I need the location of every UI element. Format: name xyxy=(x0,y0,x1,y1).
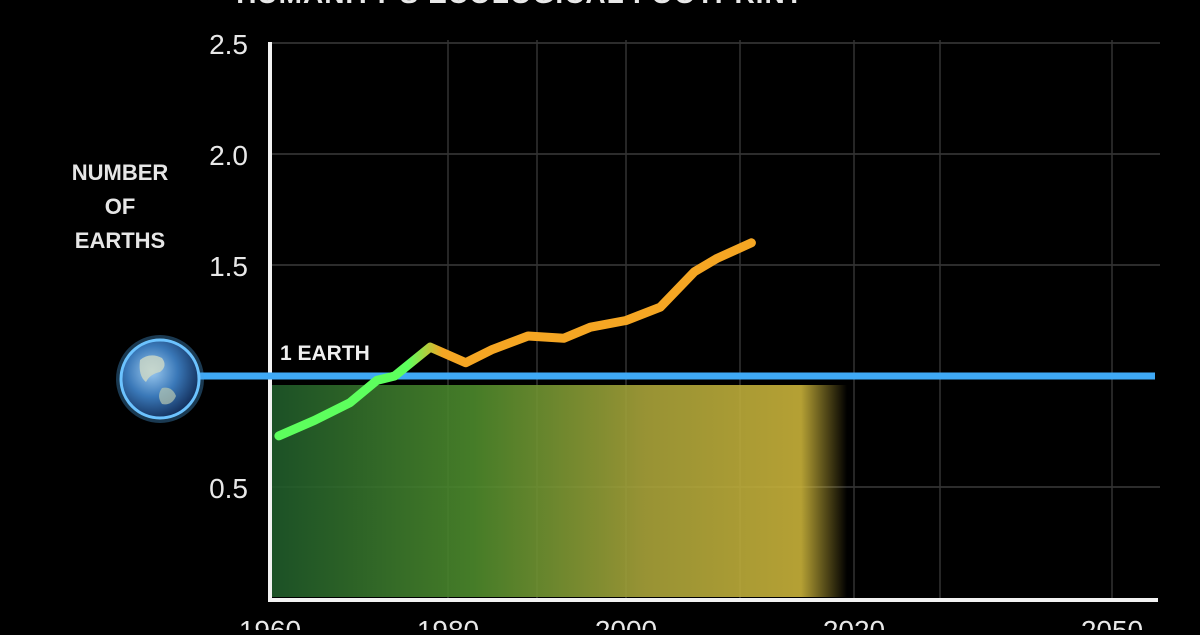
x-tick-label: 1980 xyxy=(417,615,479,630)
reference-line-label: 1 EARTH xyxy=(280,342,370,366)
land-texture xyxy=(272,385,847,597)
chart-title: HUMANITY'S ECOLOGICAL FOOTPRINT xyxy=(0,0,1040,10)
y-axis-label: NUMBER OF EARTHS xyxy=(40,156,200,258)
x-tick-label: 1960 xyxy=(239,615,301,630)
x-tick-label: 2020 xyxy=(823,615,885,630)
y-tick-label: 1.5 xyxy=(209,251,248,282)
x-tick-label: 2000 xyxy=(595,615,657,630)
y-tick-label: 0.5 xyxy=(209,473,248,504)
y-tick-label: 2.5 xyxy=(209,29,248,60)
x-tick-label: 2050 xyxy=(1081,615,1143,630)
earth-icon xyxy=(116,335,204,423)
y-tick-label: 2.0 xyxy=(209,140,248,171)
